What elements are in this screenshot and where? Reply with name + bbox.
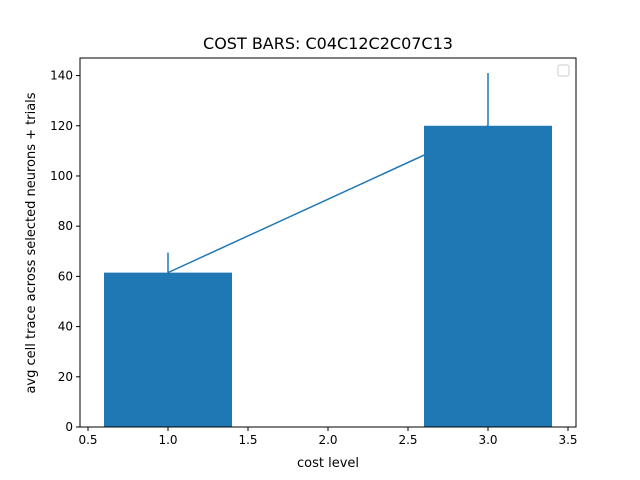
x-tick-label-6: 3.5	[558, 433, 577, 447]
bar-0	[104, 272, 232, 427]
series-line	[167, 125, 489, 274]
plot-area: 0.5 1.0 1.5 2.0 2.5 3.0 3.5 0 20 40 60 80 100 120 140	[50, 57, 578, 447]
y-tick-label-1: 20	[58, 370, 73, 384]
x-tick-label-0: 0.5	[78, 433, 97, 447]
y-tick-label-2: 40	[58, 320, 73, 334]
y-tick-label-0: 0	[65, 420, 73, 434]
y-tick-label-6: 120	[50, 119, 73, 133]
chart-title: COST BARS: C04C12C2C07C13	[203, 34, 453, 53]
y-tick-label-5: 100	[50, 169, 73, 183]
y-tick-label-3: 60	[58, 269, 73, 283]
y-tick-label-4: 80	[58, 219, 73, 233]
x-tick-label-2: 1.5	[238, 433, 257, 447]
x-axis-label: cost level	[297, 456, 359, 471]
x-tick-label-5: 3.0	[478, 433, 497, 447]
y-axis-label: avg cell trace across selected neurons +…	[24, 92, 39, 393]
y-tick-label-7: 140	[50, 69, 73, 83]
bar-1	[424, 125, 552, 427]
x-tick-label-3: 2.0	[318, 433, 337, 447]
x-tick-label-4: 2.5	[398, 433, 417, 447]
legend-box	[557, 64, 570, 77]
x-tick-label-1: 1.0	[158, 433, 177, 447]
